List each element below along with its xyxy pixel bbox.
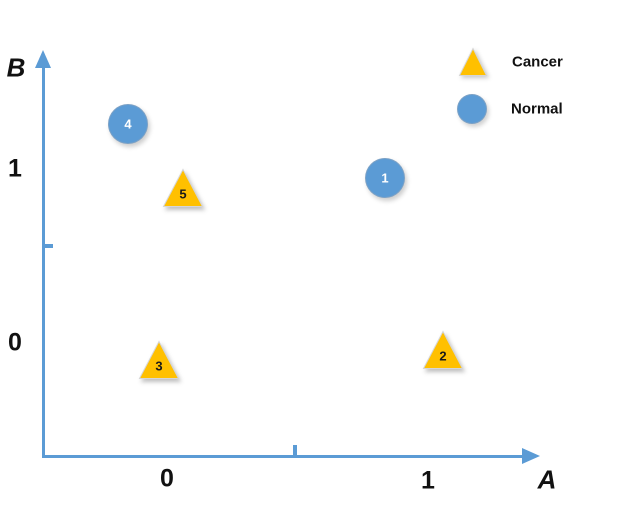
x-tick-label-1: 1: [421, 466, 435, 495]
data-point-cancer-5: 5: [162, 168, 204, 208]
point-number: 2: [439, 348, 447, 364]
y-axis-arrowhead-icon: [35, 50, 51, 68]
point-number: 4: [124, 116, 132, 132]
data-point-normal-1: 1: [365, 158, 405, 198]
x-tick-label-0: 0: [160, 464, 174, 493]
y-tick-label-1: 1: [8, 154, 22, 183]
x-axis-arrowhead-icon: [522, 448, 540, 464]
triangle-marker-icon: [422, 330, 464, 369]
y-axis-title: B: [6, 52, 26, 83]
legend-label-normal: Normal: [511, 100, 563, 118]
point-number: 5: [179, 186, 187, 202]
normal-circle-icon: [457, 94, 487, 124]
triangle-marker-icon: [162, 168, 204, 207]
triangle-marker-icon: [138, 340, 180, 379]
point-number: 1: [381, 170, 389, 186]
cancer-triangle-icon: [458, 47, 488, 82]
data-point-cancer-2: 2: [422, 330, 464, 370]
x-axis-line: [42, 455, 525, 458]
data-point-cancer-3: 3: [138, 340, 180, 380]
x-axis-minor-tick: [293, 445, 297, 457]
point-number: 3: [155, 358, 163, 374]
x-axis-title: A: [537, 464, 557, 495]
y-axis-minor-tick: [42, 244, 53, 248]
y-tick-label-0: 0: [8, 328, 22, 357]
data-point-normal-4: 4: [108, 104, 148, 144]
legend-label-cancer: Cancer: [512, 53, 563, 71]
y-axis-line: [42, 60, 45, 458]
